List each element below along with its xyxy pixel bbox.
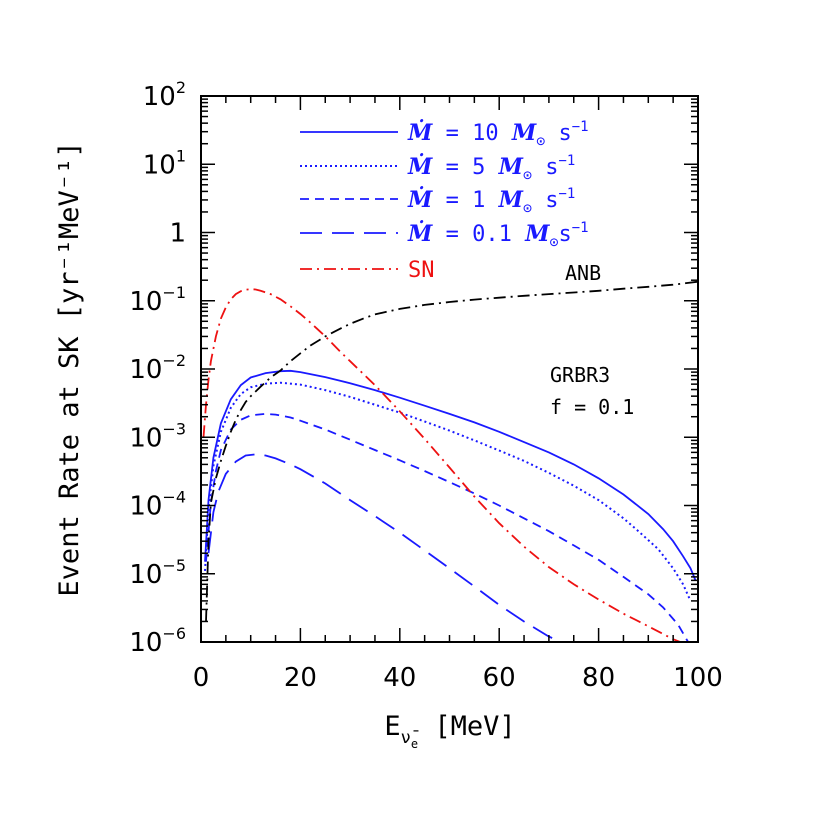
x-axis-label-subsub: e <box>411 737 418 751</box>
legend-s: s <box>545 121 572 146</box>
y-tick-label: 1 <box>169 219 186 249</box>
legend-sun-sub: ⊙ <box>549 233 558 251</box>
x-tick-label: 100 <box>673 663 723 693</box>
legend-label-0: Ṁ = 10 M⊙ s−1 <box>407 119 589 150</box>
y-tick-label: 10−5 <box>129 556 186 590</box>
legend-label-2: Ṁ = 1 M⊙ s−1 <box>407 186 575 217</box>
legend-exp: −1 <box>558 186 575 202</box>
model-label: GRBR3 <box>550 363 610 387</box>
y-tick-exp: −1 <box>162 283 186 302</box>
legend-mdot: Ṁ <box>407 220 433 247</box>
legend-label-3: Ṁ = 0.1 M⊙s−1 <box>407 220 589 251</box>
x-axis-label-unit: [MeV] <box>418 711 516 742</box>
series-line-3 <box>207 453 564 642</box>
x-tick-label: 20 <box>284 663 317 693</box>
legend-msun: M <box>498 187 524 213</box>
legend-msun: M <box>498 154 524 180</box>
legend-eq: = 5 <box>432 155 498 180</box>
legend: Ṁ = 10 M⊙ s−1Ṁ = 5 M⊙ s−1Ṁ = 1 M⊙ s−1Ṁ =… <box>300 119 589 283</box>
legend-label-1: Ṁ = 5 M⊙ s−1 <box>407 153 575 184</box>
y-tick-label: 102 <box>143 78 186 112</box>
series-line-0 <box>204 369 697 581</box>
y-tick-base: 10 <box>143 82 176 112</box>
legend-eq: = 0.1 <box>432 222 525 247</box>
x-tick-labels: 0 20 40 60 80 100 <box>193 663 723 693</box>
y-tick-base: 10 <box>129 628 162 658</box>
f-label: f = 0.1 <box>550 395 634 419</box>
y-tick-base: 10 <box>129 560 162 590</box>
y-tick-label: 101 <box>143 146 186 180</box>
y-tick-exp: −4 <box>162 488 186 507</box>
legend-exp: −1 <box>558 153 575 169</box>
y-tick-label: 10−2 <box>129 351 186 385</box>
legend-mdot: Ṁ <box>407 186 433 213</box>
legend-s: s <box>558 222 571 247</box>
y-tick-base: 1 <box>169 219 186 249</box>
y-tick-label: 10−1 <box>129 283 186 317</box>
legend-exp: −1 <box>572 220 589 236</box>
x-axis-label: Eν̄e [MeV] <box>384 711 515 751</box>
series-line-5 <box>205 280 698 622</box>
series-layer <box>202 280 698 642</box>
anb-label: ANB <box>565 261 601 285</box>
legend-s: s <box>532 188 559 213</box>
y-tick-base: 10 <box>129 287 162 317</box>
legend-sun-sub: ⊙ <box>523 199 532 217</box>
y-tick-exp: −2 <box>162 351 186 370</box>
legend-msun: M <box>511 120 537 146</box>
y-tick-exp: −3 <box>162 419 186 438</box>
y-tick-base: 10 <box>129 423 162 453</box>
y-axis-label: Event Rate at SK [yr⁻¹MeV⁻¹] <box>54 141 85 596</box>
legend-mdot: Ṁ <box>407 119 433 146</box>
ticks-layer <box>200 95 699 643</box>
x-tick-label: 40 <box>383 663 416 693</box>
y-tick-base: 10 <box>129 492 162 522</box>
legend-exp: −1 <box>572 119 589 135</box>
legend-sun-sub: ⊙ <box>536 132 545 150</box>
series-line-2 <box>205 412 689 642</box>
legend-eq: = 10 <box>432 121 511 146</box>
y-tick-exp: 1 <box>176 146 186 165</box>
y-tick-exp: −5 <box>162 556 186 575</box>
legend-label-4: SN <box>408 258 435 283</box>
x-tick-label: 0 <box>193 663 210 693</box>
y-tick-exp: −6 <box>162 624 186 643</box>
y-tick-base: 10 <box>129 355 162 385</box>
y-tick-label: 10−4 <box>129 488 186 522</box>
legend-mdot: Ṁ <box>407 153 433 180</box>
y-tick-base: 10 <box>143 150 176 180</box>
y-tick-label: 10−6 <box>129 624 186 658</box>
series-line-4 <box>202 288 683 642</box>
y-tick-exp: 2 <box>176 78 186 97</box>
y-tick-label: 10−3 <box>129 419 186 453</box>
x-tick-label: 80 <box>582 663 615 693</box>
legend-eq: = 1 <box>432 188 498 213</box>
x-tick-label: 60 <box>483 663 516 693</box>
legend-s: s <box>532 155 559 180</box>
legend-sun-sub: ⊙ <box>523 166 532 184</box>
legend-msun: M <box>524 221 550 247</box>
